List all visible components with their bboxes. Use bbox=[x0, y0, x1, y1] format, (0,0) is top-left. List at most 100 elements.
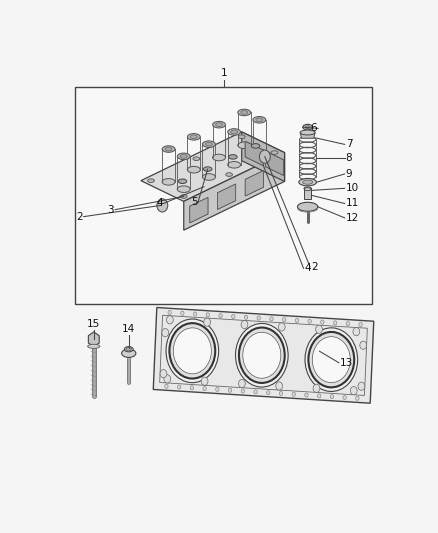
Ellipse shape bbox=[308, 332, 354, 387]
Ellipse shape bbox=[177, 385, 181, 389]
Polygon shape bbox=[218, 184, 236, 209]
Ellipse shape bbox=[295, 318, 299, 322]
Polygon shape bbox=[300, 133, 315, 138]
Ellipse shape bbox=[160, 369, 167, 378]
Ellipse shape bbox=[215, 387, 219, 391]
Ellipse shape bbox=[330, 394, 334, 399]
Ellipse shape bbox=[238, 135, 245, 139]
Ellipse shape bbox=[238, 109, 251, 116]
Ellipse shape bbox=[228, 128, 240, 135]
Ellipse shape bbox=[267, 391, 270, 395]
Ellipse shape bbox=[168, 310, 171, 314]
Ellipse shape bbox=[346, 321, 350, 326]
Polygon shape bbox=[245, 171, 263, 196]
Ellipse shape bbox=[177, 186, 190, 192]
Ellipse shape bbox=[178, 179, 187, 183]
Ellipse shape bbox=[126, 348, 131, 351]
Ellipse shape bbox=[239, 328, 285, 383]
Polygon shape bbox=[245, 141, 263, 166]
Ellipse shape bbox=[276, 382, 283, 390]
Ellipse shape bbox=[202, 174, 215, 180]
Polygon shape bbox=[153, 308, 374, 403]
Ellipse shape bbox=[270, 317, 273, 321]
Text: 11: 11 bbox=[346, 198, 359, 208]
Ellipse shape bbox=[170, 323, 215, 378]
Polygon shape bbox=[88, 332, 99, 346]
Ellipse shape bbox=[124, 346, 133, 352]
Polygon shape bbox=[141, 132, 285, 201]
Ellipse shape bbox=[253, 149, 266, 156]
Ellipse shape bbox=[312, 337, 350, 383]
Bar bbox=[304, 188, 311, 193]
Ellipse shape bbox=[313, 384, 320, 392]
Ellipse shape bbox=[251, 144, 260, 148]
Polygon shape bbox=[245, 171, 263, 196]
Ellipse shape bbox=[350, 386, 357, 395]
Bar bbox=[304, 189, 311, 199]
Ellipse shape bbox=[194, 312, 197, 316]
Text: 10: 10 bbox=[346, 183, 359, 193]
Text: 7: 7 bbox=[346, 140, 352, 149]
Ellipse shape bbox=[244, 315, 248, 319]
Ellipse shape bbox=[177, 153, 190, 159]
Ellipse shape bbox=[193, 157, 200, 160]
Ellipse shape bbox=[353, 328, 360, 336]
Ellipse shape bbox=[316, 325, 322, 333]
Polygon shape bbox=[242, 132, 285, 181]
Ellipse shape bbox=[173, 328, 211, 374]
Text: 4: 4 bbox=[304, 263, 311, 273]
Ellipse shape bbox=[122, 349, 136, 358]
Ellipse shape bbox=[228, 388, 232, 392]
Ellipse shape bbox=[232, 314, 235, 319]
Ellipse shape bbox=[166, 319, 219, 383]
Ellipse shape bbox=[157, 199, 168, 212]
Text: 3: 3 bbox=[107, 205, 114, 215]
Text: 13: 13 bbox=[340, 358, 353, 368]
Ellipse shape bbox=[299, 179, 317, 186]
Text: 15: 15 bbox=[87, 319, 100, 329]
Ellipse shape bbox=[166, 316, 173, 324]
Ellipse shape bbox=[190, 386, 194, 390]
Ellipse shape bbox=[343, 395, 346, 400]
Ellipse shape bbox=[297, 202, 318, 211]
Ellipse shape bbox=[162, 179, 175, 185]
Ellipse shape bbox=[229, 155, 237, 159]
Ellipse shape bbox=[271, 151, 278, 155]
Ellipse shape bbox=[304, 188, 311, 191]
Polygon shape bbox=[190, 197, 208, 223]
Text: 6: 6 bbox=[311, 124, 317, 133]
Ellipse shape bbox=[358, 382, 365, 390]
Polygon shape bbox=[265, 151, 283, 175]
Text: 14: 14 bbox=[122, 324, 135, 334]
Ellipse shape bbox=[206, 313, 209, 317]
Ellipse shape bbox=[203, 167, 212, 171]
Ellipse shape bbox=[204, 318, 211, 326]
Ellipse shape bbox=[308, 319, 311, 324]
Bar bbox=[75, 86, 372, 304]
Polygon shape bbox=[245, 141, 263, 166]
Ellipse shape bbox=[212, 122, 226, 128]
Ellipse shape bbox=[259, 150, 270, 163]
Text: 9: 9 bbox=[346, 169, 352, 179]
Ellipse shape bbox=[253, 117, 266, 123]
Ellipse shape bbox=[219, 313, 222, 318]
Ellipse shape bbox=[180, 195, 187, 198]
Ellipse shape bbox=[191, 135, 197, 139]
Ellipse shape bbox=[180, 155, 187, 158]
Text: 2: 2 bbox=[76, 212, 83, 222]
Polygon shape bbox=[265, 151, 283, 175]
Ellipse shape bbox=[321, 320, 324, 324]
Ellipse shape bbox=[305, 328, 357, 391]
Text: 12: 12 bbox=[346, 213, 359, 223]
Ellipse shape bbox=[305, 393, 308, 397]
Ellipse shape bbox=[162, 146, 175, 152]
Ellipse shape bbox=[228, 161, 240, 168]
Ellipse shape bbox=[303, 124, 312, 130]
Polygon shape bbox=[265, 151, 283, 175]
Ellipse shape bbox=[164, 375, 171, 383]
Ellipse shape bbox=[305, 126, 310, 128]
Ellipse shape bbox=[239, 379, 245, 387]
Ellipse shape bbox=[359, 322, 362, 327]
Ellipse shape bbox=[360, 341, 367, 349]
Polygon shape bbox=[184, 152, 285, 230]
